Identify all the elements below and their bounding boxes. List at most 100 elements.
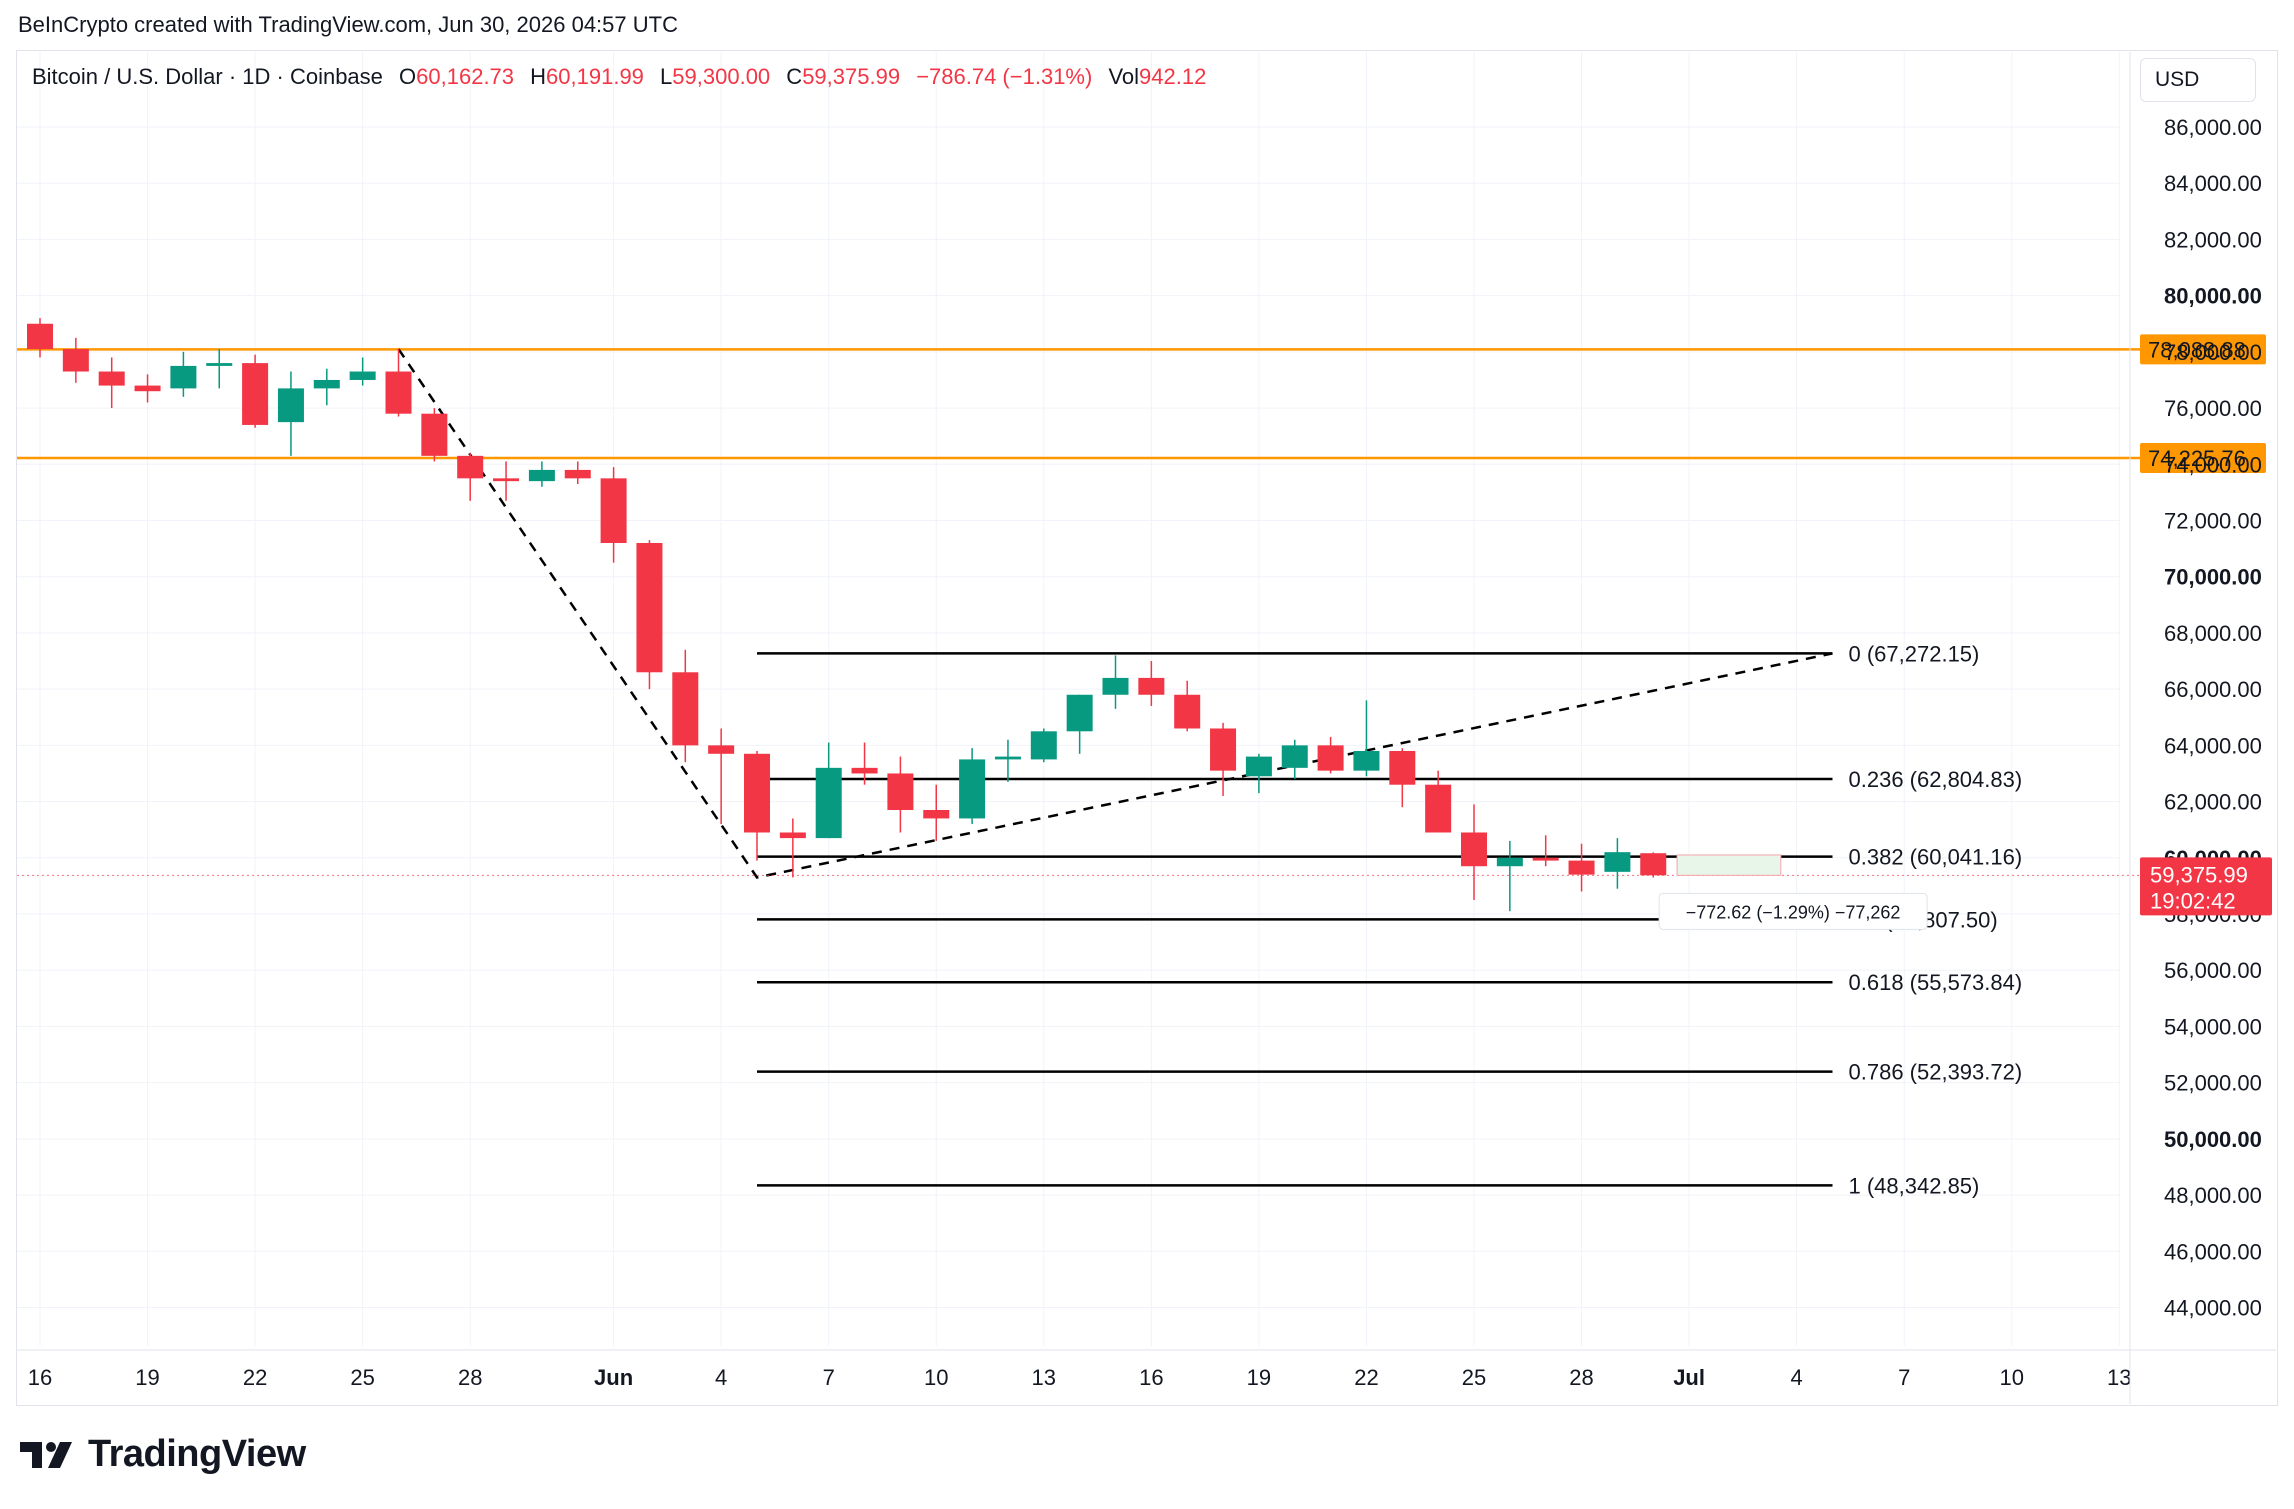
change-value: −786.74 (−1.31%)	[916, 64, 1093, 89]
candle-down	[1568, 860, 1595, 875]
candle-down	[27, 323, 53, 350]
candle-up	[815, 767, 842, 839]
candle-up	[1604, 852, 1631, 872]
candle-up	[1353, 750, 1380, 771]
price-level-label: 78,088.88	[2148, 337, 2246, 362]
candle-down	[672, 672, 699, 746]
candle-up	[1245, 756, 1272, 777]
candle-down	[1532, 857, 1559, 861]
x-tick-label: 25	[1462, 1365, 1486, 1390]
x-tick-label: Jul	[1673, 1365, 1705, 1390]
candle-down	[1461, 832, 1487, 867]
y-tick-label: 82,000.00	[2164, 227, 2262, 252]
candle-down	[1389, 750, 1416, 785]
y-tick-label: 68,000.00	[2164, 621, 2262, 646]
candle-up	[528, 469, 555, 482]
fib-level-label: 0.618 (55,573.84)	[1849, 970, 2023, 995]
candle-down	[134, 385, 161, 392]
currency-selector[interactable]: USD	[2140, 58, 2256, 102]
y-tick-label: 46,000.00	[2164, 1239, 2262, 1264]
measure-tooltip-box	[1658, 892, 1928, 930]
measure-tooltip-text: −772.62 (−1.29%) −77,262	[1686, 902, 1901, 922]
high-label: H	[530, 64, 547, 89]
y-tick-label: 84,000.00	[2164, 171, 2262, 196]
measure-range-box	[1676, 854, 1782, 876]
x-tick-label: 10	[2000, 1365, 2024, 1390]
y-tick-label: 50,000.00	[2164, 1127, 2262, 1152]
low-label: L	[660, 64, 673, 89]
symbol-legend: Bitcoin / U.S. Dollar · 1D · Coinbase O6…	[32, 64, 1206, 90]
candle-down	[1138, 677, 1165, 695]
open-value: 60,162.73	[416, 64, 515, 89]
close-label: C	[786, 64, 803, 89]
candle-up	[1102, 677, 1129, 695]
x-tick-label: 13	[2107, 1365, 2131, 1390]
candle-down	[564, 469, 591, 479]
y-tick-label: 54,000.00	[2164, 1014, 2262, 1039]
candle-up	[1496, 857, 1523, 867]
x-tick-label: 22	[243, 1365, 267, 1390]
candle-down	[636, 542, 663, 673]
x-tick-label: 4	[1791, 1365, 1803, 1390]
candle-down	[385, 371, 412, 414]
y-tick-label: 78,000.00	[2164, 340, 2262, 365]
fib-level-label: 0.786 (52,393.72)	[1849, 1060, 2023, 1085]
high-value: 60,191.99	[546, 64, 644, 89]
chart-frame	[16, 50, 2278, 1406]
x-tick-label: 19	[1247, 1365, 1271, 1390]
candle-down	[923, 810, 950, 819]
x-tick-label: 28	[1569, 1365, 1593, 1390]
x-tick-label: Jun	[594, 1365, 633, 1390]
candle-up	[994, 756, 1021, 760]
price-level-badge	[2140, 442, 2266, 473]
candle-up	[1030, 731, 1057, 760]
fib-level-label: 0 (67,272.15)	[1849, 641, 1980, 666]
y-tick-label: 48,000.00	[2164, 1183, 2262, 1208]
x-tick-label: 22	[1354, 1365, 1378, 1390]
open-label: O	[399, 64, 417, 89]
candle-down	[98, 371, 125, 386]
candle-up	[1281, 745, 1308, 768]
x-tick-label: 25	[350, 1365, 374, 1390]
low-value: 59,300.00	[672, 64, 771, 89]
x-tick-label: 10	[924, 1365, 948, 1390]
grid	[17, 52, 2120, 1346]
x-tick-label: 7	[1898, 1365, 1910, 1390]
y-tick-label: 62,000.00	[2164, 790, 2262, 815]
chart-credit: BeInCrypto created with TradingView.com,…	[18, 12, 678, 37]
candle-down	[1640, 853, 1667, 876]
last-price-label: 59,375.99	[2150, 862, 2248, 887]
y-tick-label: 86,000.00	[2164, 115, 2262, 140]
candle-down	[708, 745, 735, 754]
candles	[27, 318, 1667, 912]
last-price-badge	[2140, 857, 2272, 916]
candle-down	[421, 413, 448, 456]
candle-down	[493, 478, 520, 482]
candle-down	[1174, 694, 1201, 729]
candle-down	[600, 478, 627, 543]
countdown-label: 19:02:42	[2150, 888, 2236, 913]
tradingview-logo-text: TradingView	[88, 1432, 306, 1475]
y-tick-label: 72,000.00	[2164, 509, 2262, 534]
close-value: 59,375.99	[802, 64, 901, 89]
x-tick-label: 19	[135, 1365, 159, 1390]
x-tick-label: 16	[1139, 1365, 1163, 1390]
x-tick-label: 4	[715, 1365, 727, 1390]
y-tick-label: 52,000.00	[2164, 1071, 2262, 1096]
x-tick-label: 7	[823, 1365, 835, 1390]
tradingview-logo[interactable]: TradingView	[20, 1432, 306, 1476]
y-tick-label: 70,000.00	[2164, 565, 2262, 590]
candle-up	[1066, 694, 1093, 732]
candle-down	[779, 832, 806, 839]
candle-down	[851, 767, 878, 774]
candle-up	[959, 759, 986, 819]
fib-level-label: 1 (48,342.85)	[1849, 1173, 1980, 1198]
candle-up	[313, 379, 340, 389]
volume-label: Vol	[1108, 64, 1140, 89]
symbol-title[interactable]: Bitcoin / U.S. Dollar · 1D · Coinbase	[32, 64, 383, 89]
x-tick-label: 13	[1032, 1365, 1056, 1390]
candle-down	[457, 455, 484, 479]
y-tick-label: 80,000.00	[2164, 284, 2262, 309]
volume-value: 942.12	[1139, 64, 1207, 89]
